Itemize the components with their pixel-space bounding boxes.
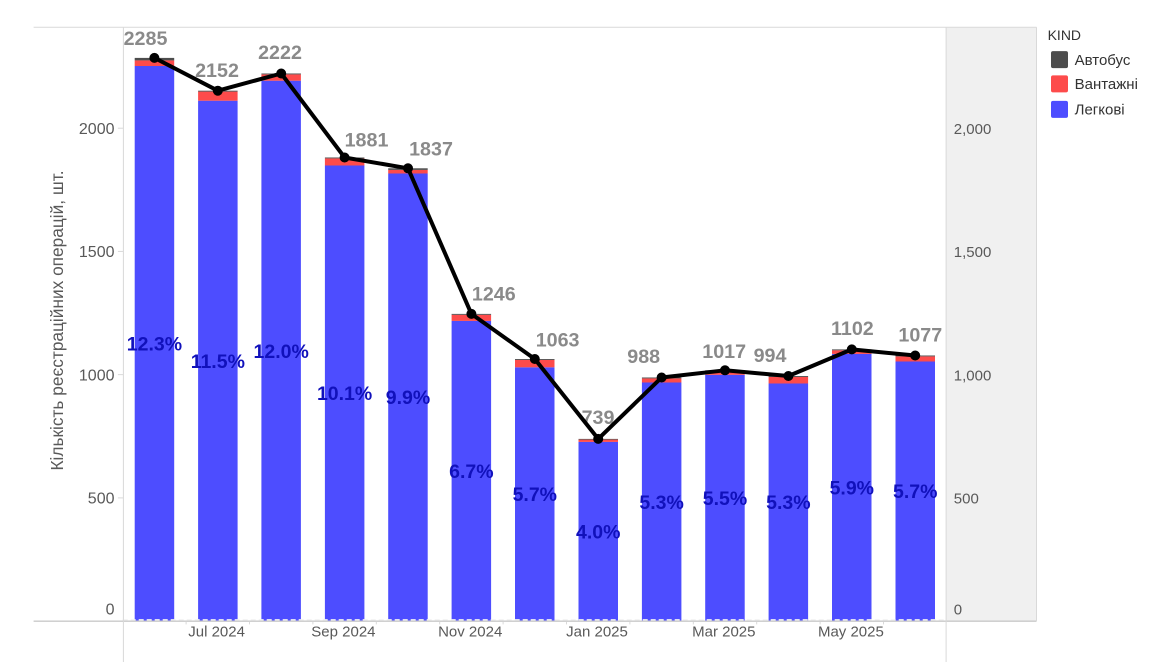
svg-text:2,000: 2,000 bbox=[954, 121, 992, 138]
svg-text:739: 739 bbox=[582, 407, 615, 429]
svg-text:1,500: 1,500 bbox=[954, 244, 992, 261]
svg-text:2152: 2152 bbox=[195, 60, 239, 82]
svg-text:10.1%: 10.1% bbox=[317, 383, 372, 405]
svg-text:6.7%: 6.7% bbox=[449, 461, 493, 483]
svg-text:1246: 1246 bbox=[472, 284, 516, 306]
svg-text:12.3%: 12.3% bbox=[127, 334, 182, 356]
svg-text:1500: 1500 bbox=[79, 244, 115, 261]
svg-text:0: 0 bbox=[954, 602, 962, 619]
svg-text:Легкові: Легкові bbox=[1075, 102, 1125, 119]
svg-text:1063: 1063 bbox=[536, 330, 580, 352]
svg-text:1077: 1077 bbox=[898, 325, 942, 347]
svg-text:11.5%: 11.5% bbox=[191, 351, 245, 373]
svg-text:500: 500 bbox=[954, 491, 979, 508]
svg-text:Jul 2024: Jul 2024 bbox=[188, 623, 245, 640]
svg-text:2222: 2222 bbox=[258, 42, 302, 64]
svg-text:Sep 2024: Sep 2024 bbox=[311, 623, 375, 640]
svg-text:Nov 2024: Nov 2024 bbox=[438, 623, 502, 640]
svg-text:5.3%: 5.3% bbox=[639, 492, 683, 514]
svg-text:1000: 1000 bbox=[79, 367, 115, 384]
svg-text:2285: 2285 bbox=[124, 28, 168, 50]
svg-text:5.5%: 5.5% bbox=[703, 488, 747, 510]
svg-text:5.3%: 5.3% bbox=[766, 492, 810, 514]
svg-text:KIND: KIND bbox=[1048, 27, 1081, 43]
svg-text:Кількість реєстраційних операц: Кількість реєстраційних операцій, шт. bbox=[47, 170, 67, 470]
svg-text:Автобус: Автобус bbox=[1075, 52, 1131, 69]
svg-text:9.9%: 9.9% bbox=[386, 387, 430, 409]
svg-text:4.0%: 4.0% bbox=[576, 522, 620, 544]
svg-text:5.7%: 5.7% bbox=[893, 481, 937, 503]
svg-text:5.9%: 5.9% bbox=[830, 477, 874, 499]
svg-text:994: 994 bbox=[754, 345, 787, 367]
svg-text:12.0%: 12.0% bbox=[254, 341, 309, 363]
svg-text:1881: 1881 bbox=[345, 129, 389, 151]
svg-text:1837: 1837 bbox=[409, 139, 453, 161]
svg-text:2000: 2000 bbox=[79, 121, 115, 138]
svg-text:1,000: 1,000 bbox=[954, 367, 992, 384]
svg-text:500: 500 bbox=[88, 491, 115, 508]
svg-text:1102: 1102 bbox=[831, 318, 874, 340]
svg-text:May 2025: May 2025 bbox=[818, 623, 884, 640]
svg-text:Jan 2025: Jan 2025 bbox=[566, 623, 628, 640]
svg-text:Вантажні: Вантажні bbox=[1075, 76, 1138, 93]
svg-text:988: 988 bbox=[627, 346, 660, 368]
svg-text:5.7%: 5.7% bbox=[513, 484, 557, 506]
svg-text:Mar 2025: Mar 2025 bbox=[692, 623, 755, 640]
svg-text:0: 0 bbox=[106, 602, 115, 619]
svg-text:1017: 1017 bbox=[702, 341, 746, 363]
